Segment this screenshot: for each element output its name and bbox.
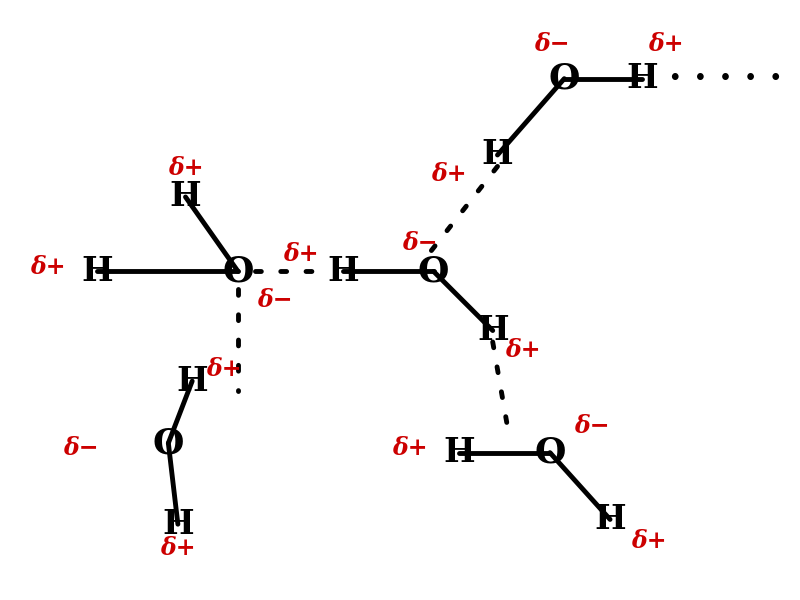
- Text: H: H: [162, 508, 194, 541]
- Text: δ+: δ+: [30, 254, 66, 278]
- Text: δ−: δ−: [63, 436, 99, 460]
- Text: δ−: δ−: [257, 288, 293, 312]
- Text: O: O: [534, 436, 566, 470]
- Text: δ+: δ+: [168, 157, 204, 181]
- Text: δ+: δ+: [631, 529, 666, 553]
- Text: δ−: δ−: [402, 231, 438, 255]
- Text: H: H: [626, 62, 658, 95]
- Text: O: O: [222, 254, 254, 289]
- Text: · · · · ·: · · · · ·: [670, 62, 782, 95]
- Text: δ+: δ+: [160, 536, 196, 560]
- Text: H: H: [594, 503, 626, 536]
- Text: O: O: [549, 62, 580, 95]
- Text: δ+: δ+: [393, 436, 428, 460]
- Text: H: H: [327, 255, 358, 288]
- Text: H: H: [443, 436, 475, 469]
- Text: δ+: δ+: [206, 356, 242, 380]
- Text: δ−: δ−: [574, 414, 610, 438]
- Text: O: O: [153, 426, 184, 460]
- Text: H: H: [81, 255, 113, 288]
- Text: H: H: [176, 365, 208, 398]
- Text: δ+: δ+: [648, 32, 684, 56]
- Text: δ+: δ+: [430, 162, 466, 186]
- Text: H: H: [482, 139, 514, 172]
- Text: δ−: δ−: [534, 32, 570, 56]
- Text: δ+: δ+: [505, 338, 541, 362]
- Text: H: H: [170, 181, 202, 214]
- Text: O: O: [418, 254, 450, 289]
- Text: H: H: [477, 314, 509, 347]
- Text: δ+: δ+: [283, 242, 318, 266]
